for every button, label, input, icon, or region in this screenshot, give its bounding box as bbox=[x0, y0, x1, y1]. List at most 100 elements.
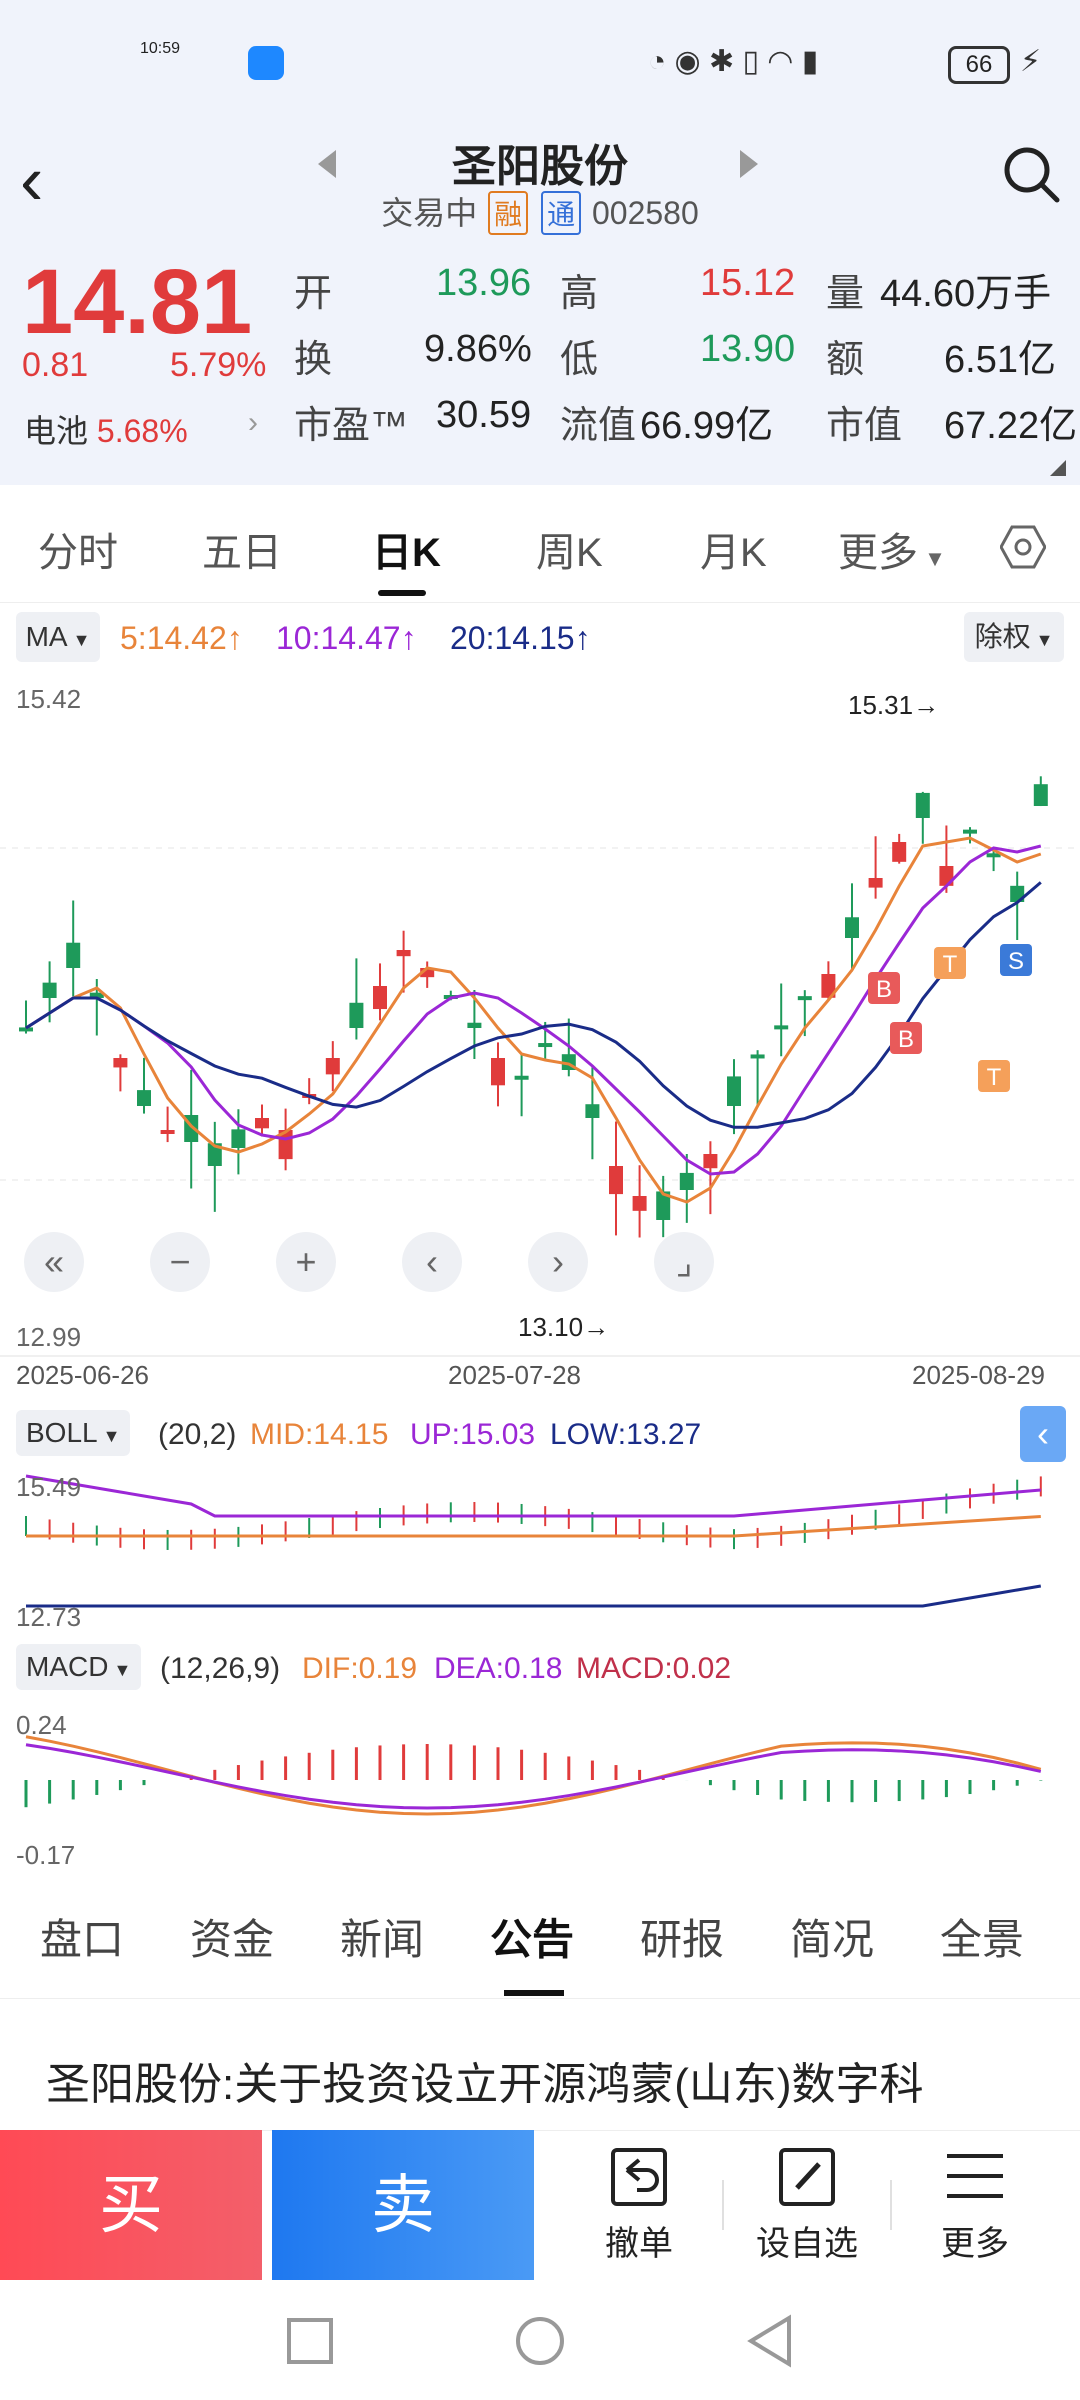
turnover-label: 换 bbox=[294, 339, 333, 381]
candle-body bbox=[963, 829, 977, 834]
boll-low: LOW:13.27 bbox=[550, 1418, 702, 1451]
candle-body bbox=[255, 1118, 269, 1129]
chevron-right-icon[interactable]: › bbox=[248, 406, 258, 439]
margin-tag: 融 bbox=[488, 191, 529, 235]
divider bbox=[722, 2180, 724, 2230]
adjust-selector[interactable]: 除权 ▼ bbox=[964, 612, 1064, 662]
macd-selector[interactable]: MACD ▼ bbox=[16, 1644, 142, 1690]
candle-body bbox=[396, 950, 411, 957]
trade-marker[interactable] bbox=[978, 1060, 1010, 1092]
tab-more[interactable]: 更多 ▼ bbox=[838, 520, 946, 578]
sell-button[interactable]: 卖 bbox=[272, 2130, 534, 2280]
candle-body bbox=[207, 1143, 222, 1166]
candle-body bbox=[325, 1058, 340, 1075]
candle-body bbox=[703, 1154, 718, 1169]
cancel-order-button[interactable]: 撤单 bbox=[564, 2140, 714, 2265]
prev-stock-icon[interactable] bbox=[318, 150, 336, 178]
stock-name: 圣阳股份 bbox=[452, 142, 628, 191]
next-stock-icon[interactable] bbox=[740, 150, 758, 178]
tab-announcements[interactable]: 公告 bbox=[490, 1916, 575, 1963]
tab-news[interactable]: 新闻 bbox=[340, 1916, 425, 1963]
home-icon[interactable] bbox=[513, 2314, 567, 2368]
ma-selector[interactable]: MA ▼ bbox=[16, 612, 100, 662]
open-value: 13.96 bbox=[436, 262, 532, 304]
boll-params: (20,2) bbox=[158, 1418, 237, 1451]
candle-body bbox=[373, 986, 387, 1010]
macd-dea-line bbox=[25, 1743, 1042, 1810]
announcement-title[interactable]: 圣阳股份:关于投资设立开源鸿蒙(山东)数字科 bbox=[46, 2060, 924, 2109]
candle-body bbox=[632, 1196, 647, 1211]
tab-five-day[interactable]: 五日 bbox=[202, 531, 282, 575]
kline-chart[interactable]: BB T T S bbox=[0, 668, 1080, 1358]
fullscreen-icon[interactable]: ⌟ bbox=[654, 1232, 714, 1292]
boll-selector-label: BOLL bbox=[26, 1417, 98, 1448]
charging-icon: ⚡ bbox=[1020, 45, 1042, 78]
amount-label: 额 bbox=[826, 339, 865, 381]
turnover-value: 9.86% bbox=[424, 328, 532, 370]
search-icon[interactable] bbox=[1002, 145, 1060, 203]
menu-icon bbox=[947, 2154, 1003, 2198]
tab-underline bbox=[378, 590, 426, 596]
ma-line bbox=[25, 881, 1042, 1129]
trade-marker[interactable] bbox=[934, 947, 966, 979]
candle-body bbox=[656, 1191, 671, 1220]
zoom-in-icon[interactable]: + bbox=[276, 1232, 336, 1292]
trade-marker[interactable] bbox=[890, 1022, 922, 1054]
back-nav-icon[interactable] bbox=[745, 2314, 795, 2368]
back-icon[interactable]: ‹ bbox=[20, 141, 44, 219]
date-end: 2025-08-29 bbox=[912, 1360, 1045, 1390]
system-nav-bar bbox=[0, 2285, 1080, 2400]
macd-selector-label: MACD bbox=[26, 1651, 109, 1682]
tab-daily-k[interactable]: 日K bbox=[372, 531, 441, 575]
scroll-left-icon[interactable]: ‹ bbox=[402, 1232, 462, 1292]
tab-research[interactable]: 研报 bbox=[640, 1916, 725, 1963]
add-watchlist-button[interactable]: 设自选 bbox=[732, 2140, 882, 2265]
tab-intraday[interactable]: 分时 bbox=[38, 531, 118, 575]
tab-monthly-k[interactable]: 月K bbox=[700, 531, 767, 575]
tab-weekly-k[interactable]: 周K bbox=[536, 531, 603, 575]
boll-chart bbox=[25, 1474, 1042, 1608]
ma-selector-label: MA bbox=[25, 621, 68, 652]
more-button[interactable]: 更多 bbox=[900, 2140, 1050, 2265]
buy-button[interactable]: 买 bbox=[0, 2130, 262, 2280]
zoom-out-icon[interactable]: − bbox=[150, 1232, 210, 1292]
period-tabs bbox=[0, 490, 1080, 603]
candle-body bbox=[467, 1022, 482, 1028]
macd-dif: DIF:0.19 bbox=[302, 1652, 418, 1685]
candle-body bbox=[750, 1054, 765, 1059]
scroll-left-fast-icon[interactable]: « bbox=[24, 1232, 84, 1292]
macd-y-min: -0.17 bbox=[16, 1840, 76, 1870]
candle-body bbox=[797, 996, 812, 1001]
sector-link[interactable]: 电池 5.68% bbox=[24, 406, 188, 452]
candle-body bbox=[585, 1104, 600, 1118]
boll-up-line bbox=[25, 1474, 1041, 1518]
candle-body bbox=[821, 974, 836, 998]
ma20-value: 20:14.15↑ bbox=[450, 620, 591, 656]
macd-hist: MACD:0.02 bbox=[576, 1652, 732, 1685]
candle-body bbox=[915, 792, 930, 818]
tab-overview[interactable]: 全景 bbox=[940, 1916, 1025, 1963]
boll-selector[interactable]: BOLL ▼ bbox=[16, 1410, 131, 1456]
candle-body bbox=[679, 1172, 694, 1190]
candle-body bbox=[609, 1166, 623, 1195]
trade-marker[interactable] bbox=[868, 972, 900, 1004]
recent-apps-icon[interactable] bbox=[285, 2316, 335, 2366]
candle-body bbox=[89, 992, 104, 998]
adjust-selector-label: 除权 bbox=[974, 621, 1031, 652]
candle-body bbox=[349, 1002, 364, 1028]
collapse-panel-icon[interactable]: ‹ bbox=[1020, 1406, 1066, 1462]
tab-profile[interactable]: 简况 bbox=[790, 1916, 875, 1963]
ma10-value: 10:14.47↑ bbox=[276, 620, 417, 656]
sector-pct: 5.68% bbox=[96, 413, 188, 449]
candle-body bbox=[113, 1058, 128, 1068]
add-watchlist-label: 设自选 bbox=[756, 2225, 858, 2263]
last-price: 14.81 bbox=[22, 251, 253, 353]
tab-orderbook[interactable]: 盘口 bbox=[40, 1916, 125, 1963]
scroll-right-icon[interactable]: › bbox=[528, 1232, 588, 1292]
settings-icon[interactable] bbox=[1000, 524, 1046, 570]
info-tab-underline bbox=[504, 1990, 564, 1996]
expand-corner-icon[interactable] bbox=[1050, 460, 1066, 476]
tab-funds[interactable]: 资金 bbox=[190, 1916, 275, 1963]
high-value: 15.12 bbox=[700, 262, 796, 304]
trade-marker[interactable] bbox=[1000, 944, 1032, 976]
